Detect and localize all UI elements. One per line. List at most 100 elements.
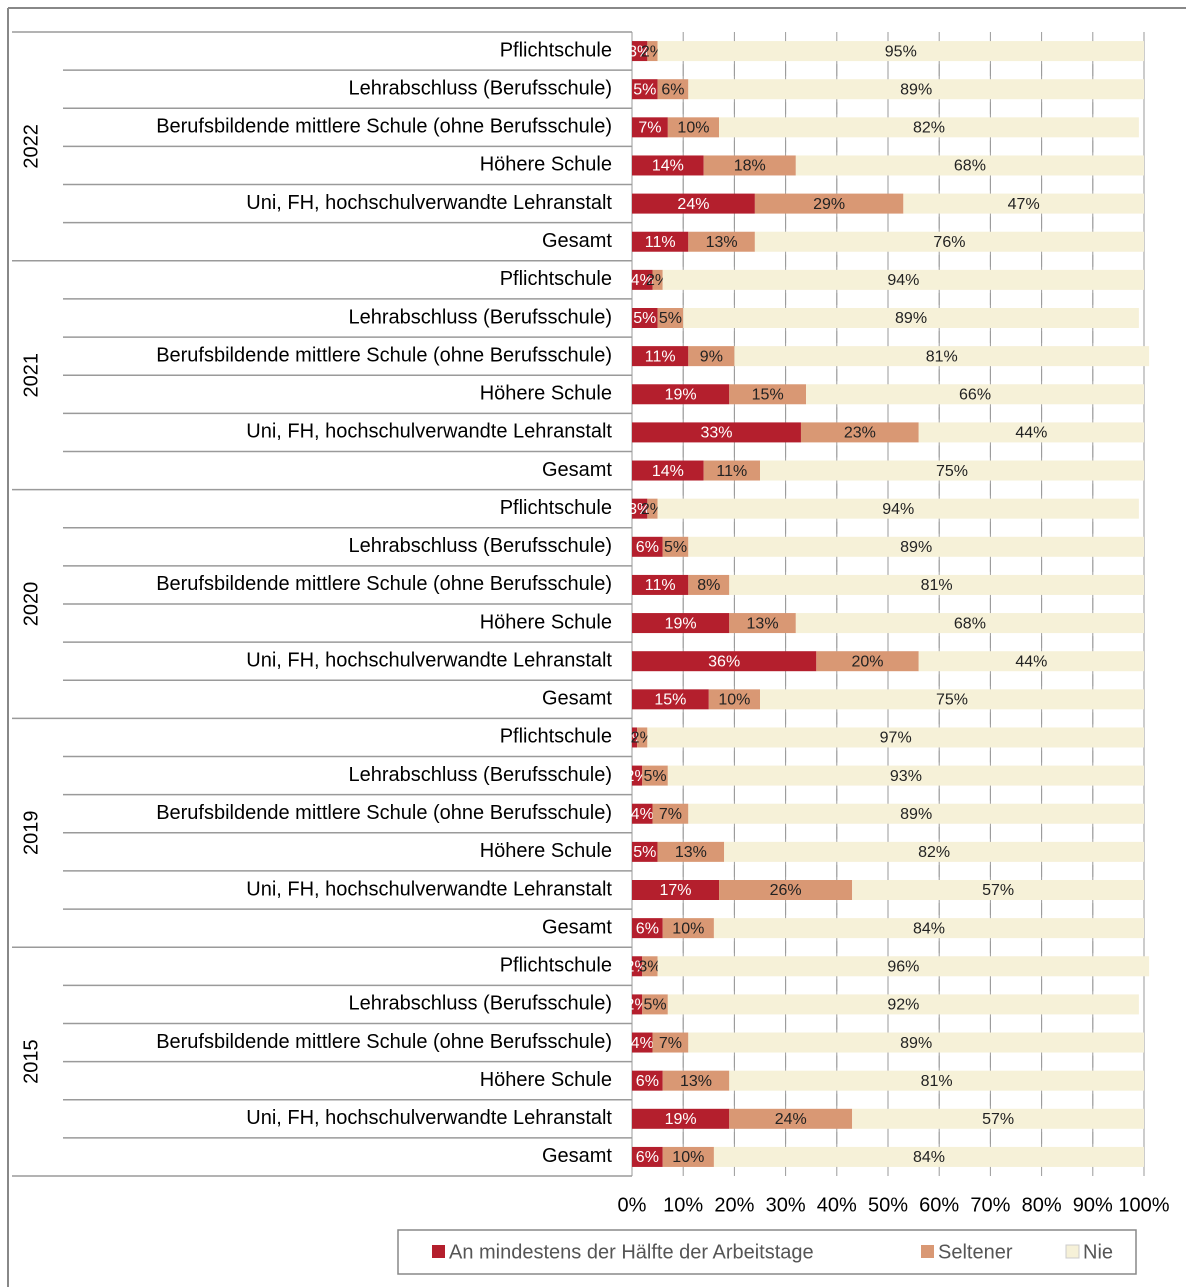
bar-segment <box>652 1032 689 1053</box>
bar-segment <box>662 536 689 557</box>
data-label: 10% <box>718 692 750 709</box>
data-label: 68% <box>954 615 986 632</box>
data-label: 66% <box>959 386 991 403</box>
data-label: 4% <box>631 1035 654 1052</box>
data-label: 17% <box>660 882 692 899</box>
data-label: 57% <box>982 882 1014 899</box>
bar-segment <box>632 422 801 443</box>
data-label: 6% <box>636 1073 659 1090</box>
bar-segment <box>760 689 1144 710</box>
bar-segment <box>729 613 796 634</box>
group-label: 2020 <box>20 582 42 627</box>
bar-segment <box>703 155 796 176</box>
category-label: Gesamt <box>542 230 612 252</box>
category-label: Berufsbildende mittlere Schule (ohne Ber… <box>156 573 612 595</box>
legend-label: Seltener <box>938 1241 1013 1263</box>
bar-segment <box>719 880 853 900</box>
data-label: 94% <box>887 272 919 289</box>
data-label: 5% <box>643 768 666 785</box>
x-tick-label: 100% <box>1118 1194 1169 1216</box>
category-label: Uni, FH, hochschulverwandte Lehranstalt <box>246 192 612 214</box>
data-label: 81% <box>921 577 953 594</box>
category-label: Berufsbildende mittlere Schule (ohne Ber… <box>156 344 612 366</box>
category-label: Lehrabschluss (Berufsschule) <box>349 764 612 786</box>
bar-segment <box>632 918 663 939</box>
bar-segment <box>657 79 689 100</box>
group-label: 2019 <box>20 811 42 856</box>
data-label: 13% <box>706 234 738 251</box>
bar-segment <box>760 460 1144 481</box>
bar-segment <box>652 269 663 290</box>
bar-segment <box>652 803 689 824</box>
bar-segment <box>632 498 648 519</box>
data-label: 82% <box>913 120 945 137</box>
bar-segment <box>852 880 1144 900</box>
bar-segment <box>657 841 725 862</box>
bar-segment <box>688 536 1144 557</box>
data-label: 15% <box>752 386 784 403</box>
data-label: 4% <box>631 272 654 289</box>
bar-segment <box>713 918 1144 939</box>
data-label: 13% <box>680 1073 712 1090</box>
bar-segment <box>632 384 730 405</box>
category-label: Berufsbildende mittlere Schule (ohne Ber… <box>156 1031 612 1053</box>
data-label: 23% <box>844 425 876 442</box>
data-label: 5% <box>659 310 682 327</box>
x-tick-label: 20% <box>714 1194 754 1216</box>
category-label: Pflichtschule <box>500 497 612 519</box>
data-label: 5% <box>633 81 656 98</box>
bar-segment <box>754 231 1144 252</box>
data-label: 94% <box>882 501 914 518</box>
x-tick-label: 60% <box>919 1194 959 1216</box>
data-label: 89% <box>900 806 932 823</box>
data-label: 5% <box>664 539 687 556</box>
bar-segment <box>632 536 663 557</box>
bar-segment <box>734 346 1150 367</box>
bar-segment <box>688 803 1144 824</box>
data-label: 9% <box>700 348 723 365</box>
bar-segment <box>632 155 704 176</box>
category-label: Gesamt <box>542 459 612 481</box>
bar-segment <box>642 956 658 977</box>
bar-segment <box>632 79 658 100</box>
category-label: Höhere Schule <box>480 1069 612 1091</box>
data-label: 8% <box>697 577 720 594</box>
bar-segment <box>688 574 730 595</box>
bar-segment <box>852 1108 1144 1129</box>
data-label: 89% <box>900 81 932 98</box>
category-label: Gesamt <box>542 916 612 938</box>
bar-segment <box>795 155 1144 176</box>
bar-segment <box>632 689 709 710</box>
data-label: 5% <box>643 997 666 1014</box>
category-label: Höhere Schule <box>480 383 612 405</box>
data-label: 68% <box>954 158 986 175</box>
data-label: 47% <box>1008 196 1040 213</box>
data-label: 44% <box>1015 425 1047 442</box>
bar-segment <box>632 803 653 824</box>
data-label: 89% <box>900 539 932 556</box>
data-label: 29% <box>813 196 845 213</box>
bar-segment <box>667 765 1144 786</box>
bar-segment <box>632 1070 663 1091</box>
data-label: 84% <box>913 1149 945 1166</box>
category-label: Höhere Schule <box>480 611 612 633</box>
data-label: 26% <box>770 882 802 899</box>
data-label: 76% <box>933 234 965 251</box>
bar-segment <box>729 384 807 405</box>
data-label: 81% <box>921 1073 953 1090</box>
bar-segment <box>667 117 720 138</box>
category-label: Pflichtschule <box>500 268 612 290</box>
bar-segment <box>683 308 1139 328</box>
x-tick-label: 40% <box>817 1194 857 1216</box>
data-label: 14% <box>652 463 684 480</box>
bar-segment <box>719 117 1139 138</box>
bar-segment <box>903 193 1144 214</box>
legend-swatch <box>921 1245 934 1258</box>
bar-segment <box>662 1070 730 1091</box>
bar-segment <box>632 41 648 62</box>
legend-label: An mindestens der Hälfte der Arbeitstage <box>449 1241 814 1263</box>
category-label: Lehrabschluss (Berufsschule) <box>349 993 612 1015</box>
data-label: 75% <box>936 692 968 709</box>
bar-segment <box>632 1108 730 1129</box>
